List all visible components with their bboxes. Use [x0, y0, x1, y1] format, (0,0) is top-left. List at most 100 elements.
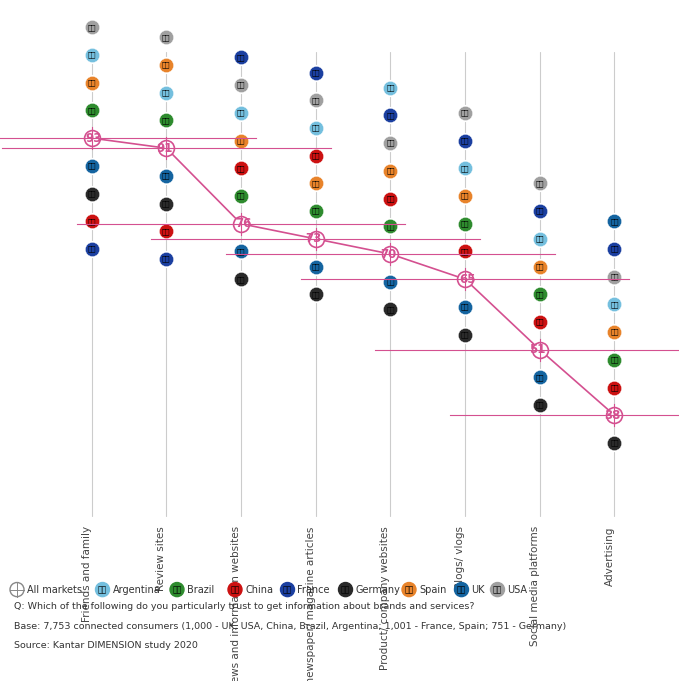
Point	[385, 110, 396, 121]
Text: 🇨🇳: 🇨🇳	[610, 384, 619, 391]
Point	[534, 289, 545, 300]
Point	[609, 271, 620, 282]
Point	[310, 151, 321, 161]
Circle shape	[339, 582, 352, 597]
Point	[385, 304, 396, 315]
Point	[385, 110, 396, 121]
Text: 🇩🇪: 🇩🇪	[237, 276, 245, 283]
Text: Product/ company websites: Product/ company websites	[380, 526, 390, 670]
Text: 🇺🇸: 🇺🇸	[461, 110, 469, 116]
Text: 🇩🇪: 🇩🇪	[461, 332, 469, 338]
Point	[609, 271, 620, 282]
Point	[86, 50, 97, 61]
Text: 🇩🇪: 🇩🇪	[610, 440, 619, 446]
Point	[161, 170, 172, 181]
Point	[534, 317, 545, 328]
Point	[534, 234, 545, 244]
Point	[534, 289, 545, 300]
Text: 🇺🇸: 🇺🇸	[162, 34, 170, 41]
Point	[460, 191, 471, 202]
Point	[161, 143, 172, 154]
Point	[385, 193, 396, 204]
Text: 🇪🇸: 🇪🇸	[461, 193, 469, 200]
Point	[161, 226, 172, 237]
Point	[310, 151, 321, 161]
Point	[534, 400, 545, 411]
Text: 🇪🇸: 🇪🇸	[88, 80, 96, 86]
Point	[460, 246, 471, 257]
Point	[236, 163, 246, 174]
Point	[534, 206, 545, 217]
Point	[460, 219, 471, 229]
Point	[534, 372, 545, 383]
Text: 🇫🇷: 🇫🇷	[162, 256, 170, 262]
Point	[236, 274, 246, 285]
Text: UK: UK	[471, 584, 485, 595]
Point	[460, 274, 471, 285]
Point	[86, 77, 97, 88]
Text: 🇦🇷: 🇦🇷	[98, 585, 107, 594]
Point	[86, 188, 97, 199]
Text: 🇺🇸: 🇺🇸	[493, 585, 502, 594]
Point	[310, 289, 321, 300]
Text: 🇩🇪: 🇩🇪	[536, 402, 544, 409]
Text: 🇫🇷: 🇫🇷	[461, 138, 469, 144]
Text: All markets: All markets	[27, 584, 82, 595]
Point	[310, 95, 321, 106]
Text: Germany: Germany	[356, 584, 401, 595]
Text: Blogs/ vlogs: Blogs/ vlogs	[455, 526, 465, 589]
Point	[609, 244, 620, 255]
Text: Source: Kantar DIMENSION study 2020: Source: Kantar DIMENSION study 2020	[14, 641, 198, 650]
Point	[161, 32, 172, 43]
Point	[161, 87, 172, 98]
Point	[310, 289, 321, 300]
Text: Base: 7,753 connected consumers (1,000 - UK, USA, China, Brazil, Argentina; 1,00: Base: 7,753 connected consumers (1,000 -…	[14, 622, 566, 631]
Point	[460, 135, 471, 146]
Point	[236, 108, 246, 118]
Point	[236, 80, 246, 91]
Text: Review sites: Review sites	[156, 526, 166, 591]
Text: 🇦🇷: 🇦🇷	[162, 89, 170, 96]
Point	[161, 87, 172, 98]
Text: China: China	[245, 584, 273, 595]
Text: 🇺🇸: 🇺🇸	[237, 82, 245, 89]
Point	[534, 372, 545, 383]
Text: 🇬🇧: 🇬🇧	[536, 374, 544, 381]
Point	[236, 108, 246, 118]
Text: 🇨🇳: 🇨🇳	[386, 195, 394, 202]
Point	[310, 234, 321, 244]
Point	[460, 163, 471, 174]
Text: 🇧🇷: 🇧🇷	[610, 357, 619, 363]
Point	[161, 115, 172, 126]
Text: Friends and family: Friends and family	[81, 526, 92, 622]
Text: 🇧🇷: 🇧🇷	[312, 208, 320, 215]
Point	[86, 105, 97, 116]
Point	[161, 253, 172, 264]
Text: 🇨🇳: 🇨🇳	[536, 319, 544, 326]
Text: 🇫🇷: 🇫🇷	[536, 208, 544, 215]
Text: 🇨🇳: 🇨🇳	[312, 153, 320, 159]
Point	[460, 135, 471, 146]
Point	[460, 246, 471, 257]
Circle shape	[454, 582, 469, 597]
Text: 🇧🇷: 🇧🇷	[237, 193, 245, 200]
Text: 🇩🇪: 🇩🇪	[88, 190, 96, 197]
Point	[385, 82, 396, 93]
Text: 🇺🇸: 🇺🇸	[386, 140, 394, 146]
Text: France: France	[297, 584, 330, 595]
Point	[310, 123, 321, 133]
Text: 🇫🇷: 🇫🇷	[88, 246, 96, 252]
Point	[460, 108, 471, 118]
Circle shape	[280, 582, 295, 597]
Point	[534, 317, 545, 328]
Text: Argentina: Argentina	[113, 584, 160, 595]
Point	[534, 400, 545, 411]
Point	[534, 234, 545, 244]
Text: 🇪🇸: 🇪🇸	[405, 585, 414, 594]
Point	[460, 329, 471, 340]
Text: 🇺🇸: 🇺🇸	[312, 97, 320, 104]
Point	[534, 262, 545, 272]
Text: News and information websites: News and information websites	[231, 526, 241, 681]
Point	[86, 50, 97, 61]
Point	[161, 253, 172, 264]
